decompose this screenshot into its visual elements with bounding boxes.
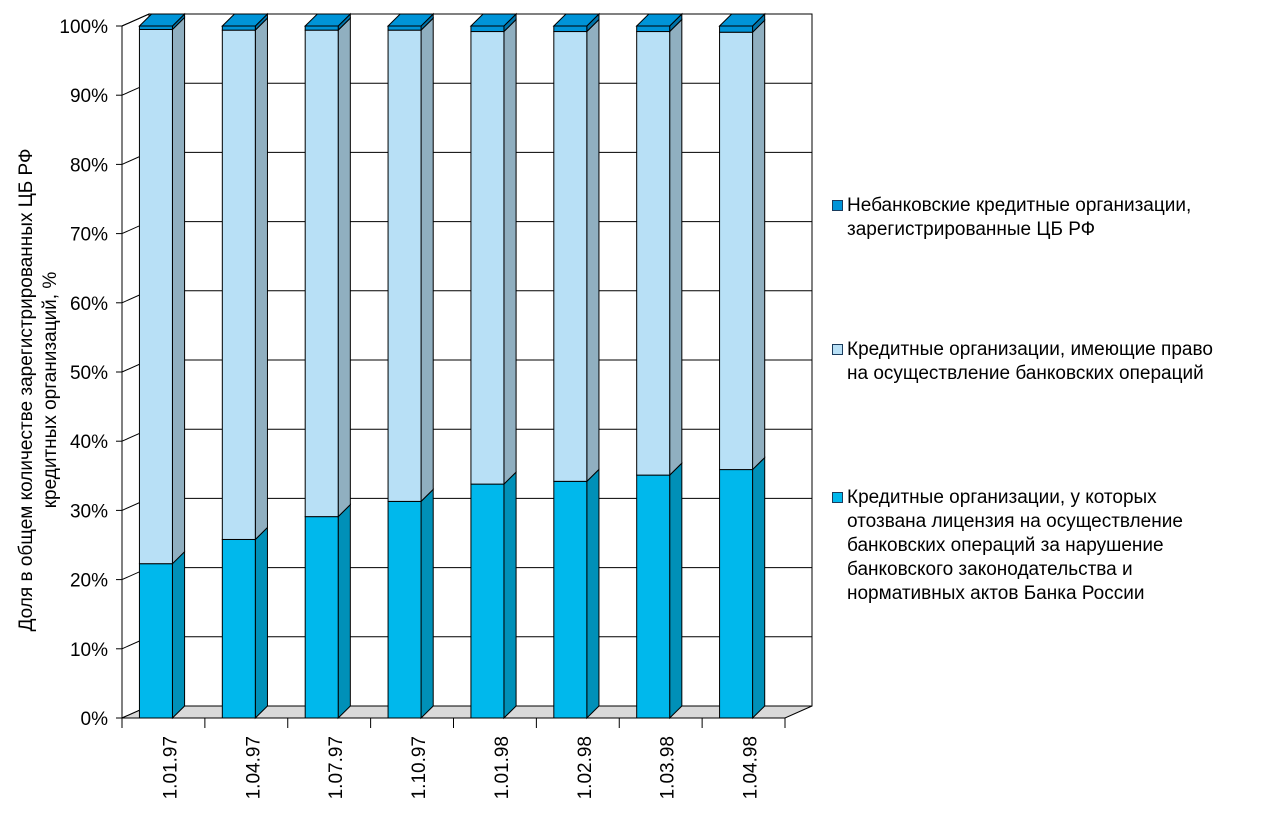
bar-top-cap [386,13,435,27]
bar-segment-side [669,461,683,720]
y-tick-label: 100% [59,17,108,38]
bar-segment-side [586,18,600,483]
y-tick-label: 0% [81,709,109,730]
y-axis-label: Доля в общем количестве зарегистрированн… [16,149,61,632]
bar-segment [304,29,339,518]
bar-top-cap [469,13,518,27]
bar-segment [636,25,671,33]
bar-segment [387,500,422,719]
bar-top-cap [138,13,186,27]
y-tick-label: 90% [70,86,108,107]
bar-segment [636,31,671,476]
bar-top-cap [635,13,684,27]
legend-swatch-licensed [832,344,843,355]
x-tick-label: 1.02.98 [575,736,596,799]
bar-segment-side [420,488,434,720]
x-tick-label: 1.04.97 [243,736,264,799]
bar-segment-side [752,19,766,471]
bar-segment-side [254,526,268,720]
x-tick-label: 1.01.98 [492,736,513,799]
bar-top-cap [552,13,601,27]
y-axis-label-line: кредитных организаций, % [40,272,61,509]
bar-segment-side [669,18,683,477]
bar-segment-side [503,18,517,486]
bar-segment [304,516,339,719]
bar-segment [719,25,754,33]
x-tick-label: 1.04.98 [741,736,762,799]
bar-segment-side [337,16,351,518]
y-tick-label: 80% [70,155,108,176]
bar-segment [221,29,256,540]
bar-segment-side [171,16,186,565]
y-tick-label: 10% [70,640,108,661]
x-tick-label: 1.10.97 [409,736,430,799]
y-tick-label: 40% [70,432,108,453]
bar-top-cap [221,13,269,27]
bar-segment [636,474,671,719]
y-tick-label: 30% [70,501,108,522]
legend-swatch-nonbank [832,200,843,211]
bar-segment-side [420,16,434,503]
bar-segment [719,31,754,471]
bar-segment [719,469,754,719]
legend-label-licensed: Кредитные организации, имеющие право на … [847,339,1213,384]
bar-segment [553,480,588,719]
bar-segment [387,25,422,31]
bar-segment [387,29,422,502]
bar-segment-side [586,468,600,720]
x-tick-label: 1.07.97 [326,736,347,799]
legend-label-nonbank: Небанковские кредитные организации, заре… [847,195,1192,240]
bar-segment-side [254,16,268,541]
bar-segment [470,483,505,719]
bar-segment [470,31,505,485]
bar-segment [304,25,339,31]
y-tick-label: 50% [70,363,108,384]
bar-top-cap [303,13,352,27]
bar-segment [553,31,588,482]
bar-segment [138,563,173,719]
x-tick-label: 1.03.98 [658,736,679,799]
bar-segment [138,25,173,30]
bar-segment-side [171,550,186,720]
bar-segment-side [752,456,766,720]
bar-segment [221,25,256,31]
legend-swatch-revoked [832,492,843,503]
y-tick-label: 20% [70,571,108,592]
y-tick-label: 60% [70,294,108,315]
x-tick-label: 1.01.97 [160,736,181,799]
legend-label-revoked: Кредитные организации, у которых отозван… [847,487,1183,604]
bar-segment [138,28,173,565]
bar-segment [221,538,256,719]
y-axis-label-line: Доля в общем количестве зарегистрированн… [16,149,37,632]
bar-top-cap [718,13,766,27]
y-tick-label: 70% [70,225,108,246]
bar-segment [553,25,588,33]
bar-segment-side [503,470,517,720]
bar-segment [470,25,505,33]
bar-segment-side [337,503,351,720]
